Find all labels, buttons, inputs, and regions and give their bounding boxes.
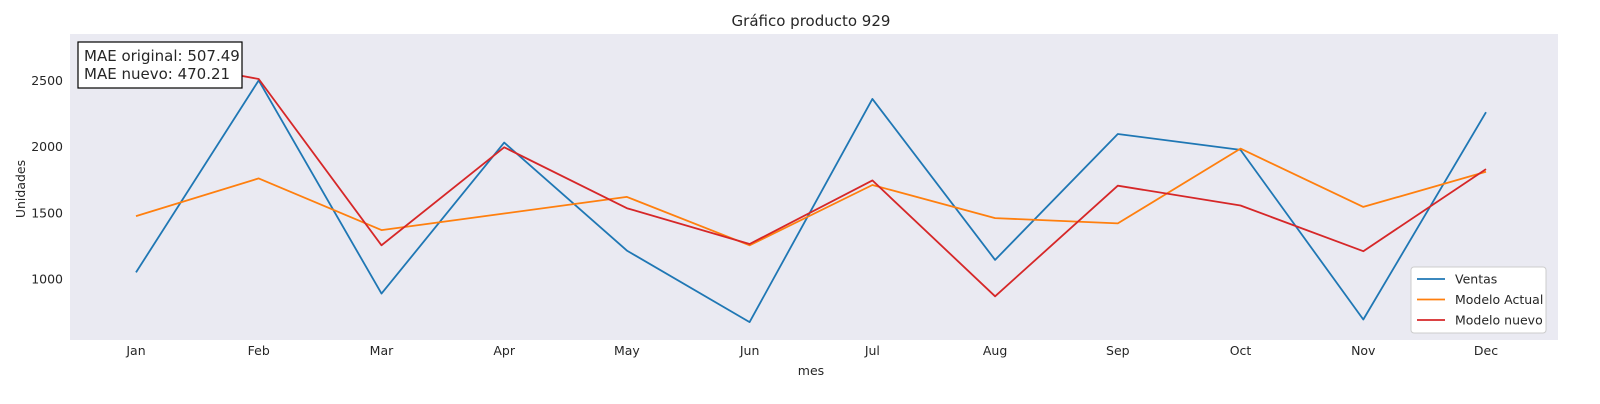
y-tick-label: 2000 <box>31 139 63 154</box>
series-lines <box>135 55 1487 324</box>
x-tick-label: Nov <box>1351 343 1376 358</box>
x-axis-label: mes <box>798 363 824 378</box>
plot-area <box>70 34 1558 340</box>
chart-title: Gráfico producto 929 <box>732 12 891 30</box>
x-tick-label: Apr <box>493 343 515 358</box>
x-tick-label: Jun <box>739 343 760 358</box>
annotation-line: MAE original: 507.49 <box>84 47 240 65</box>
x-tick-label: May <box>614 343 640 358</box>
x-tick-label: Feb <box>248 343 270 358</box>
x-tick-label: Jan <box>125 343 145 358</box>
x-tick-label: Oct <box>1230 343 1252 358</box>
axes: Jan Feb Mar Apr May Jun Jul Aug Sep Oct Nov Dec 1000… <box>31 73 1498 358</box>
series-line-0 <box>135 79 1487 324</box>
y-tick-label: 1000 <box>31 272 63 287</box>
legend-label: Ventas <box>1455 272 1497 287</box>
annotation-line: MAE nuevo: 470.21 <box>84 65 230 83</box>
x-tick-label: Dec <box>1474 343 1498 358</box>
x-tick-label: Sep <box>1106 343 1130 358</box>
annotation-frame <box>77 41 243 89</box>
x-tick-label: Jul <box>864 343 880 358</box>
legend-frame <box>1410 266 1547 334</box>
legend-label: Modelo Actual <box>1455 292 1543 307</box>
series-line-2 <box>135 55 1487 298</box>
x-tick-label: Mar <box>370 343 394 358</box>
y-tick-label: 2500 <box>31 73 63 88</box>
series-line-1 <box>135 147 1487 247</box>
legend: Ventas Modelo Actual Modelo nuevo <box>1410 266 1547 334</box>
legend-label: Modelo nuevo <box>1455 313 1543 328</box>
x-tick-label: Aug <box>983 343 1007 358</box>
y-tick-label: 1500 <box>31 205 63 220</box>
y-axis-label: Unidades <box>13 160 28 218</box>
